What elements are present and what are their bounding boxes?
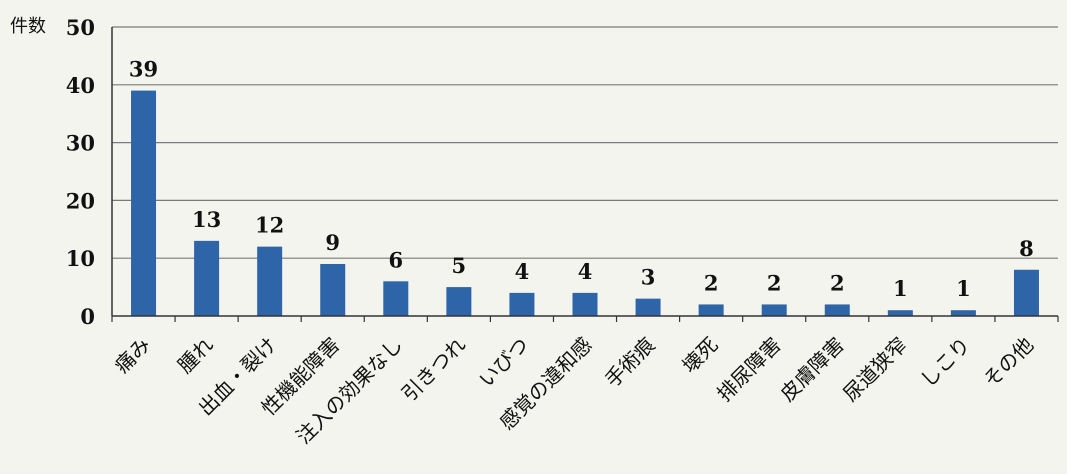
bars — [131, 90, 1039, 316]
data-label-11: 2 — [830, 270, 845, 295]
category-label-8: 手術痕 — [600, 333, 659, 392]
bar-5 — [446, 287, 472, 316]
bar-14 — [1013, 269, 1039, 316]
category-label-14: その他 — [979, 333, 1038, 392]
bar-9 — [698, 304, 724, 316]
category-label-0: 痛み — [110, 333, 155, 378]
category-label-1: 腫れ — [173, 333, 218, 378]
y-tick-label: 40 — [66, 73, 95, 98]
bar-12 — [887, 310, 913, 316]
bar-1 — [194, 240, 220, 316]
y-tick-label: 0 — [80, 304, 95, 329]
y-tick-label: 10 — [66, 246, 95, 271]
bar-8 — [635, 298, 661, 316]
data-label-13: 1 — [956, 276, 971, 301]
data-label-7: 4 — [578, 259, 593, 284]
bar-10 — [761, 304, 787, 316]
gridlines — [112, 26, 1058, 259]
data-label-9: 2 — [704, 270, 719, 295]
bar-6 — [509, 292, 535, 316]
data-label-3: 9 — [325, 230, 340, 255]
bar-13 — [950, 310, 976, 316]
y-tick-label: 20 — [66, 188, 95, 213]
data-label-8: 3 — [641, 265, 656, 290]
category-label-12: 尿道狭窄 — [838, 333, 912, 407]
bar-4 — [383, 281, 409, 316]
y-tick-labels: 0 10 20 30 40 50 — [66, 15, 95, 329]
data-label-12: 1 — [893, 276, 908, 301]
y-tick-label: 50 — [66, 15, 95, 40]
category-label-10: 排尿障害 — [712, 333, 786, 407]
data-label-10: 2 — [767, 270, 782, 295]
data-label-2: 12 — [255, 213, 284, 238]
category-label-11: 皮膚障害 — [775, 333, 849, 407]
data-label-4: 6 — [388, 247, 403, 272]
y-tick-label: 30 — [66, 131, 95, 156]
data-label-1: 13 — [192, 207, 221, 232]
category-label-5: 引きつれ — [397, 333, 471, 407]
data-labels: 39 13 12 9 6 5 4 4 3 2 2 2 1 1 8 — [129, 57, 1034, 302]
data-label-5: 5 — [452, 253, 467, 278]
bar-3 — [320, 263, 346, 316]
bar-11 — [824, 304, 850, 316]
axes — [111, 27, 1059, 322]
bar-2 — [257, 246, 283, 316]
data-label-6: 4 — [515, 259, 530, 284]
data-label-14: 8 — [1019, 236, 1034, 261]
bar-0 — [131, 90, 157, 316]
data-label-0: 39 — [129, 57, 158, 82]
y-axis-label: 件数 — [10, 16, 46, 37]
category-label-6: いびつ — [474, 333, 533, 392]
category-label-9: 壊死 — [677, 333, 722, 378]
bar-7 — [572, 292, 598, 316]
category-label-13: しこり — [916, 333, 975, 392]
